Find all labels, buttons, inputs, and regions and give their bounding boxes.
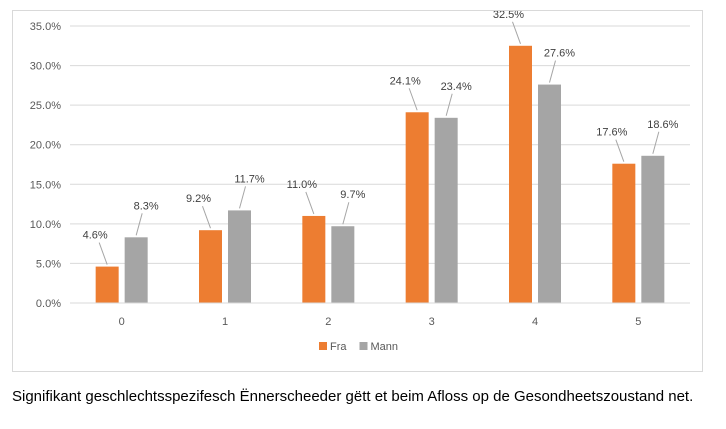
data-label: 32.5% xyxy=(493,11,524,21)
x-tick-label: 3 xyxy=(429,316,435,328)
data-label: 27.6% xyxy=(544,48,575,60)
data-label: 9.2% xyxy=(186,193,211,205)
data-label-leader xyxy=(98,242,108,265)
data-label: 18.6% xyxy=(647,119,678,131)
legend-label-mann: Mann xyxy=(371,341,399,353)
x-tick-label: 4 xyxy=(532,316,538,328)
data-label-leader xyxy=(445,93,453,116)
data-label-leader xyxy=(202,206,211,229)
bar-fra-0 xyxy=(95,266,119,303)
bar-mann-0 xyxy=(124,237,148,303)
bar-fra-5 xyxy=(612,163,636,303)
y-tick-label: 15.0% xyxy=(30,179,61,191)
data-label-leader xyxy=(342,202,350,225)
bar-mann-5 xyxy=(641,155,665,303)
data-label: 23.4% xyxy=(441,81,472,93)
data-label-leader xyxy=(549,60,556,83)
bar-chart: 0.0% 5.0% 10.0% 15.0% 20.0% 25.0% 30.0% 35.0% 4.… xyxy=(30,11,690,353)
data-label-leader xyxy=(615,139,625,162)
y-tick-label: 20.0% xyxy=(30,140,61,152)
legend-swatch-fra xyxy=(319,342,327,350)
data-label: 11.0% xyxy=(287,179,318,191)
bar-fra-2 xyxy=(302,215,326,303)
x-tick-label: 1 xyxy=(222,316,228,328)
data-label-leader xyxy=(408,88,418,111)
data-label-leader xyxy=(135,213,143,236)
bar-fra-3 xyxy=(405,112,429,303)
bar-fra-1 xyxy=(199,230,222,303)
chart-frame: 0.0% 5.0% 10.0% 15.0% 20.0% 25.0% 30.0% 35.0% 4.… xyxy=(12,10,703,372)
bar-fra-4 xyxy=(509,45,532,304)
y-tick-label: 25.0% xyxy=(30,100,61,112)
data-label-leader xyxy=(652,131,660,154)
chart-caption: Signifikant geschlechtsspezifesch Ënners… xyxy=(12,388,694,405)
x-tick-label: 0 xyxy=(119,316,125,328)
x-tick-label: 5 xyxy=(635,316,641,328)
data-label-leader xyxy=(239,186,246,209)
y-tick-label: 5.0% xyxy=(36,258,61,270)
bar-mann-2 xyxy=(331,226,355,303)
data-label: 9.7% xyxy=(340,189,365,201)
data-label: 11.7% xyxy=(234,173,265,185)
legend-swatch-mann xyxy=(359,342,368,350)
data-label: 4.6% xyxy=(83,230,108,242)
data-label: 24.1% xyxy=(390,75,421,87)
x-tick-label: 2 xyxy=(325,316,331,328)
data-label: 17.6% xyxy=(596,127,627,139)
bar-mann-4 xyxy=(538,84,561,304)
legend-label-fra: Fra xyxy=(330,341,347,353)
y-tick-label: 35.0% xyxy=(30,21,61,33)
y-tick-label: 0.0% xyxy=(36,298,61,310)
bar-mann-1 xyxy=(228,210,251,303)
y-tick-label: 10.0% xyxy=(30,219,61,231)
data-label-leader xyxy=(305,191,315,215)
data-label-leader xyxy=(512,21,521,44)
data-label: 8.3% xyxy=(134,200,159,212)
y-tick-label: 30.0% xyxy=(30,61,61,73)
bar-mann-3 xyxy=(434,117,458,303)
